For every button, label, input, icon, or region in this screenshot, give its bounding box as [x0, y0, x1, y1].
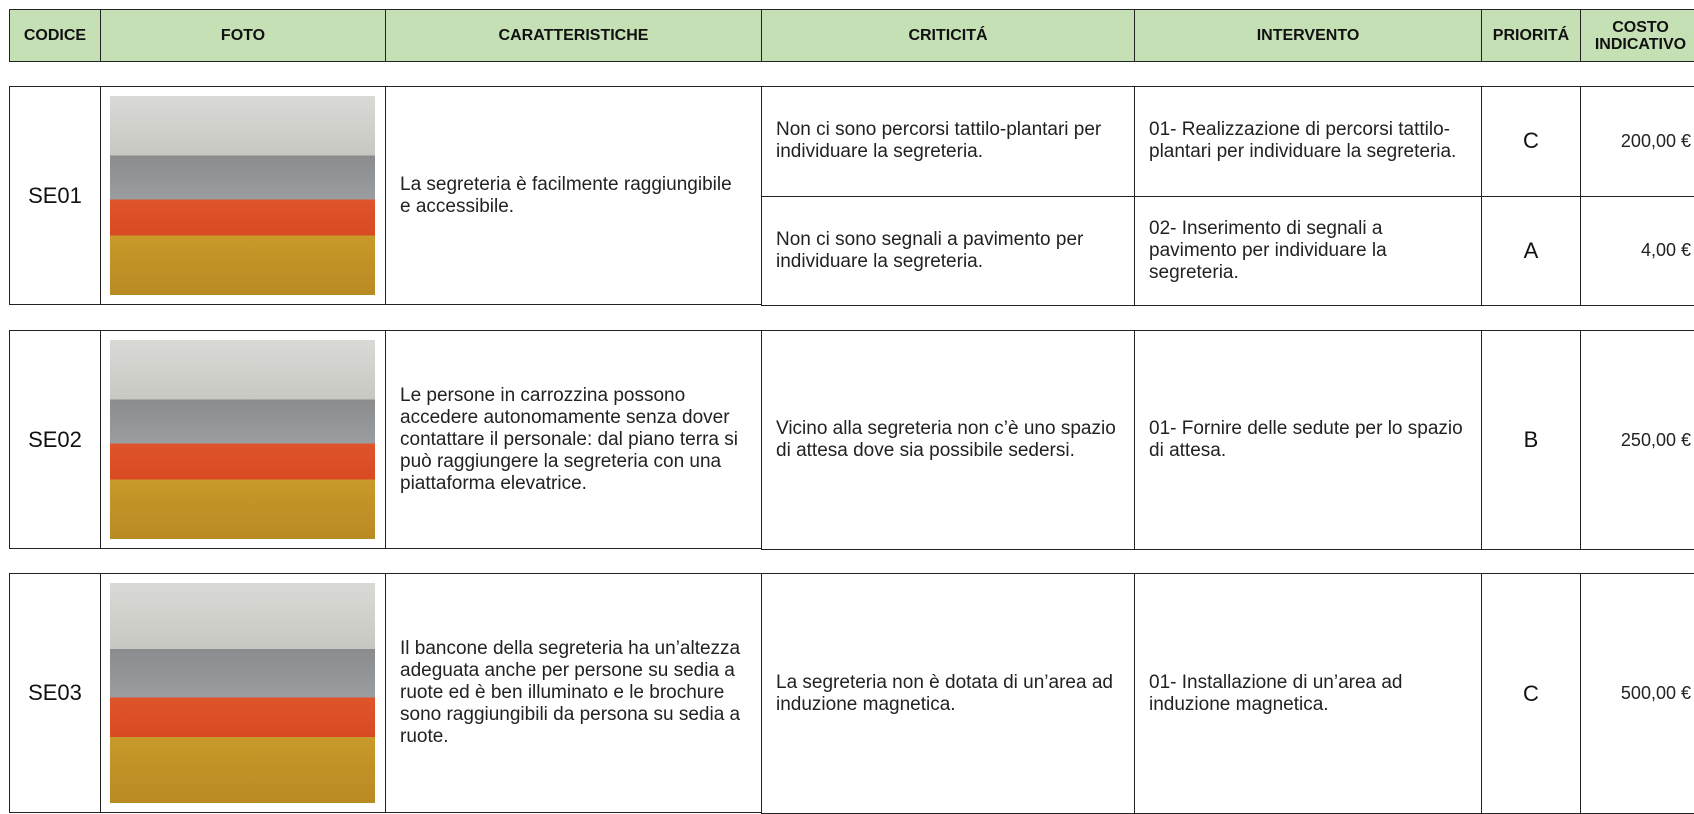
- cost-cell: 4,00 €: [1580, 195, 1694, 306]
- header-cell: COSTO INDICATIVO: [1580, 9, 1694, 62]
- header-cell: PRIORITÁ: [1481, 9, 1581, 62]
- photo: [110, 96, 375, 295]
- priority-cell: A: [1481, 195, 1581, 306]
- photo: [110, 583, 375, 803]
- characteristics-cell: La segreteria è facilmente raggiungibile…: [385, 86, 762, 305]
- code-cell: SE01: [9, 86, 101, 305]
- intervention-cell: 01- Installazione di un’area ad induzion…: [1134, 573, 1482, 814]
- header-cell: CODICE: [9, 9, 101, 62]
- intervention-cell: 02- Inserimento di segnali a pavimento p…: [1134, 195, 1482, 306]
- intervention-cell: 01- Realizzazione di percorsi tattilo-pl…: [1134, 86, 1482, 197]
- cost-cell: 250,00 €: [1580, 330, 1694, 550]
- header-cell: CARATTERISTICHE: [385, 9, 762, 62]
- priority-cell: B: [1481, 330, 1581, 550]
- criticality-cell: Non ci sono percorsi tattilo-plantari pe…: [761, 86, 1135, 197]
- criticality-cell: La segreteria non è dotata di un’area ad…: [761, 573, 1135, 814]
- intervention-cell: 01- Fornire delle sedute per lo spazio d…: [1134, 330, 1482, 550]
- header-cell: FOTO: [100, 9, 386, 62]
- photo: [110, 340, 375, 539]
- cost-cell: 200,00 €: [1580, 86, 1694, 197]
- header-cell: INTERVENTO: [1134, 9, 1482, 62]
- code-cell: SE03: [9, 573, 101, 813]
- criticality-cell: Vicino alla segreteria non c’è uno spazi…: [761, 330, 1135, 550]
- characteristics-cell: Le persone in carrozzina possono acceder…: [385, 330, 762, 549]
- criticality-cell: Non ci sono segnali a pavimento per indi…: [761, 195, 1135, 306]
- cost-cell: 500,00 €: [1580, 573, 1694, 814]
- page: (() => { const data = JSON.parse(documen…: [9, 9, 1694, 814]
- code-cell: SE02: [9, 330, 101, 549]
- priority-cell: C: [1481, 573, 1581, 814]
- header-cell: CRITICITÁ: [761, 9, 1135, 62]
- characteristics-cell: Il bancone della segreteria ha un’altezz…: [385, 573, 762, 813]
- priority-cell: C: [1481, 86, 1581, 197]
